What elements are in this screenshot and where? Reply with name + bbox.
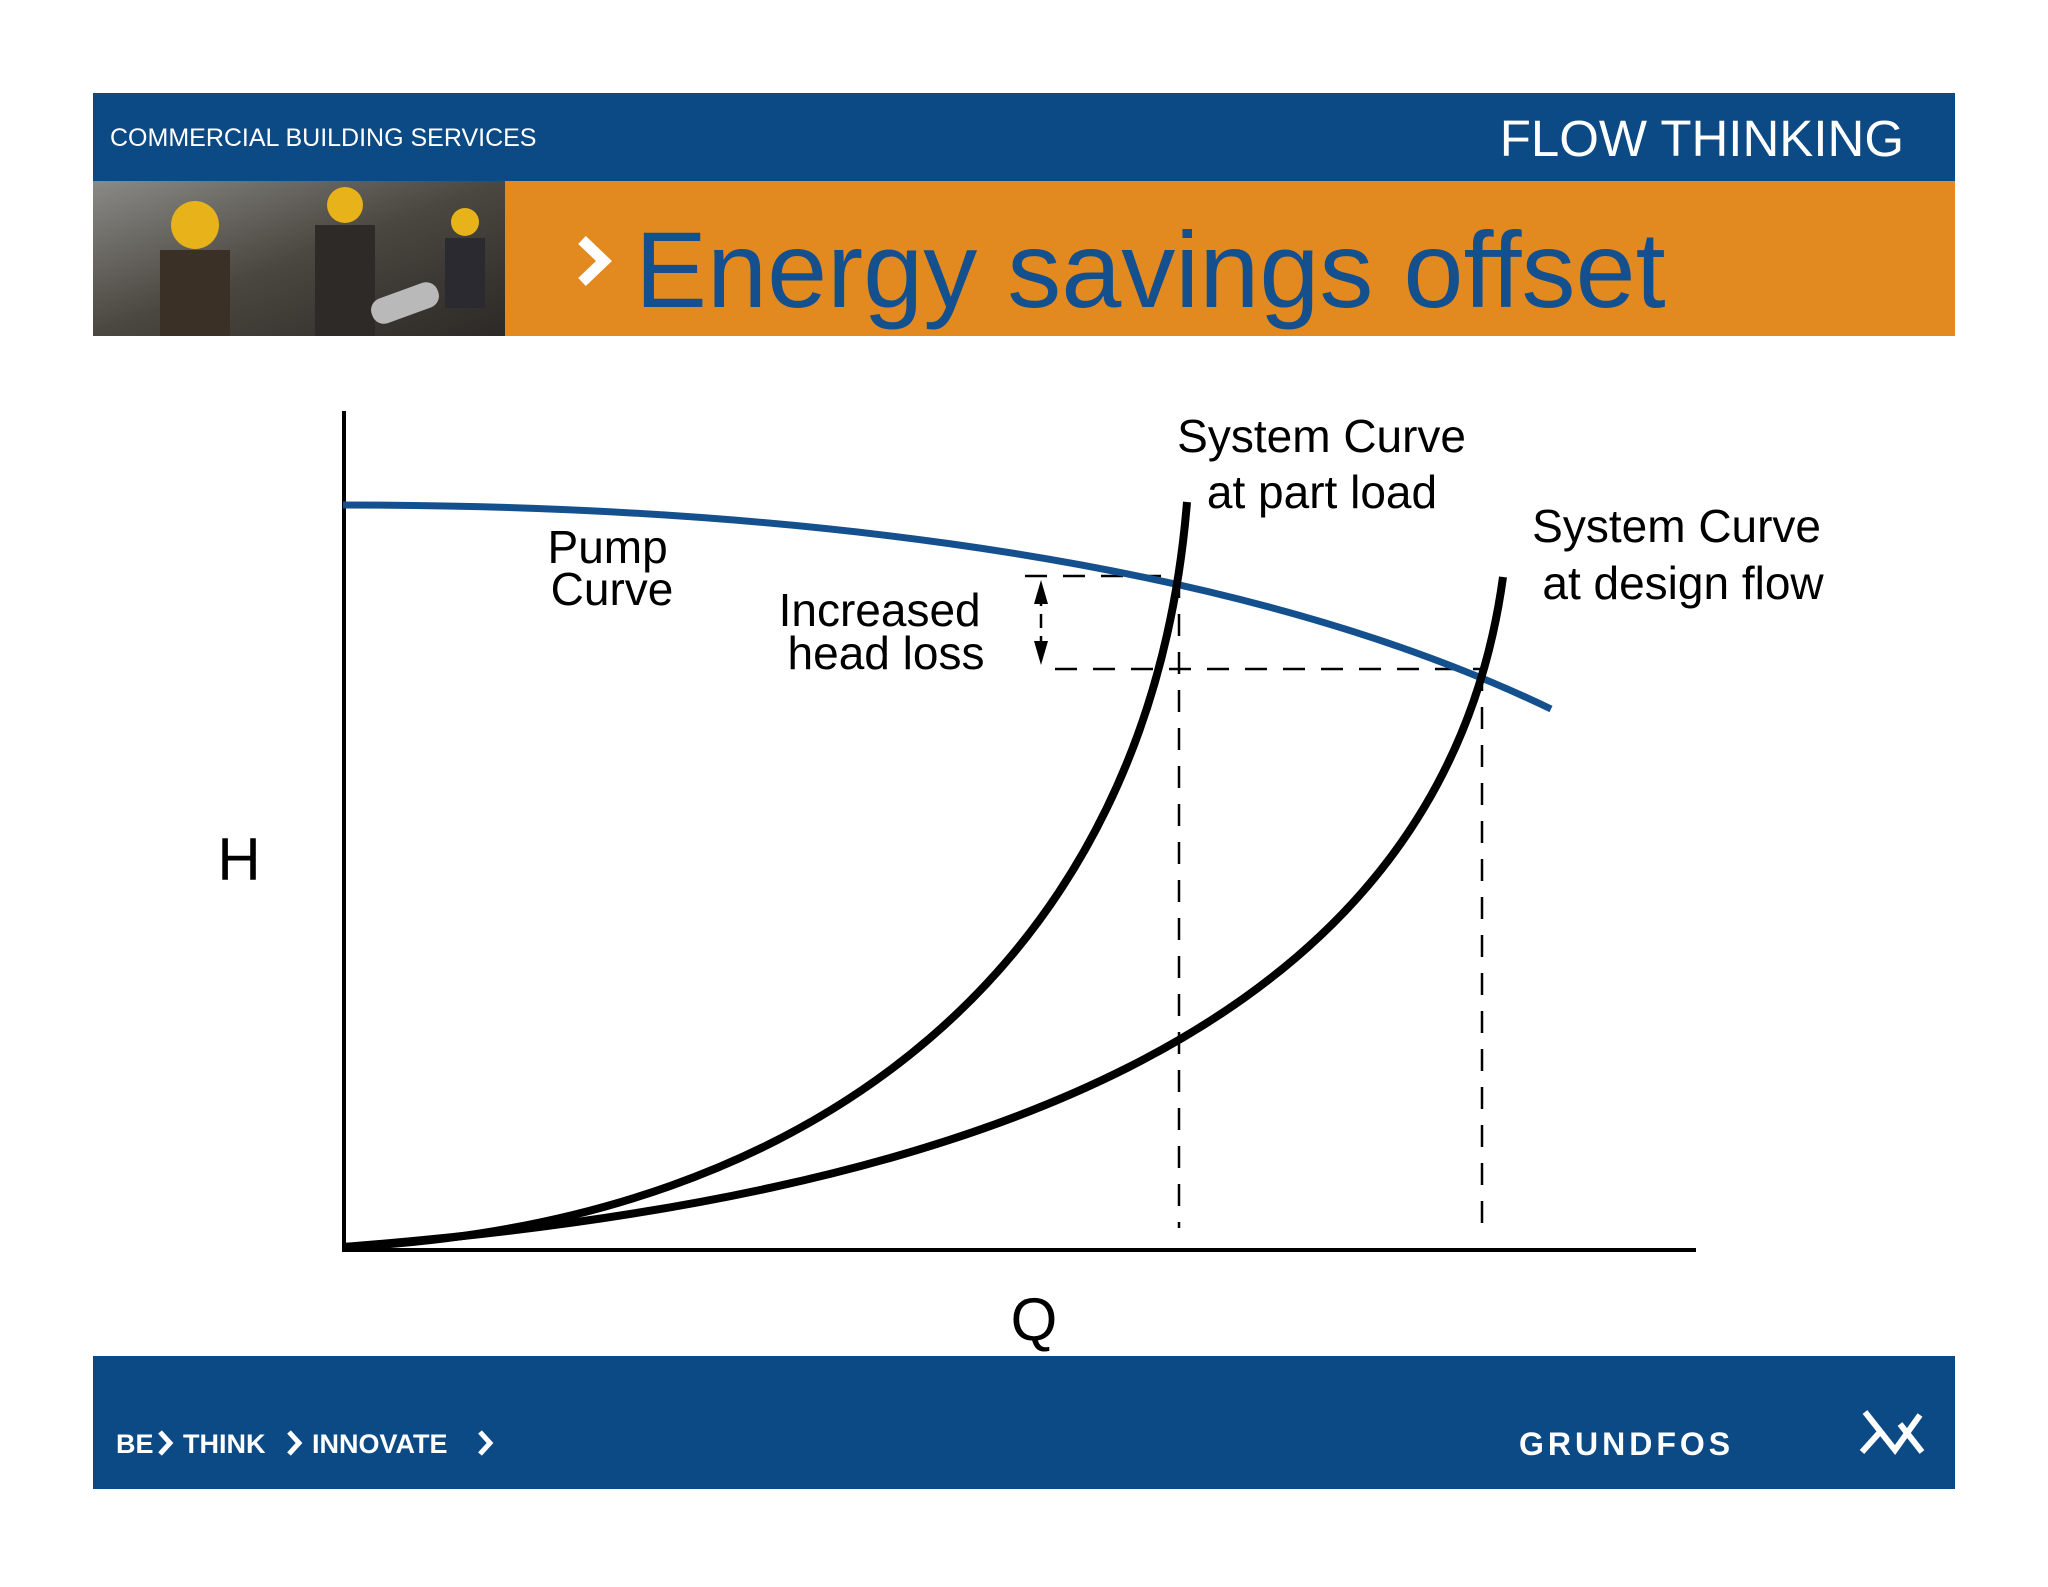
- title-chevron: [578, 236, 612, 286]
- label-line: System Curve: [1532, 500, 1821, 552]
- pump-curve-label: Pump Curve: [548, 521, 681, 615]
- label-line: head loss: [788, 627, 985, 679]
- y-axis-label: H: [217, 826, 260, 893]
- slogan: BE THINK INNOVATE: [116, 1429, 494, 1459]
- slogan-word: INNOVATE: [312, 1429, 448, 1459]
- label-line: Increased: [779, 584, 981, 636]
- header-band: [93, 93, 1955, 181]
- label-line: System Curve: [1177, 410, 1466, 462]
- system-curve-design-flow: [342, 576, 1507, 1251]
- label-line: at part load: [1207, 466, 1437, 518]
- pump-curve: [342, 501, 1553, 713]
- label-line: Pump: [548, 521, 668, 573]
- logo: GRUNDFOS: [1519, 1426, 1734, 1462]
- head-loss-arrow: [1034, 580, 1048, 665]
- footer-band: [93, 1356, 1955, 1489]
- system-curve-part-load: [342, 501, 1191, 1251]
- slide-title: Energy savings offset: [635, 209, 1666, 330]
- header-photo: [93, 181, 505, 336]
- slogan-word: BE: [116, 1429, 154, 1459]
- tagline: FLOW THINKING: [1500, 110, 1904, 167]
- slogan-word: THINK: [183, 1429, 266, 1459]
- logo-mark: [1859, 1410, 1925, 1455]
- part-load-label: System Curve at part load: [1177, 410, 1479, 518]
- guides: [1025, 574, 1484, 1228]
- label-line: Curve: [551, 563, 674, 615]
- label-line: at design flow: [1542, 557, 1824, 609]
- section-name: COMMERCIAL BUILDING SERVICES: [110, 124, 536, 152]
- diagram: H Q Pump Curve Increased head loss Syste…: [217, 410, 1834, 1353]
- design-flow-label: System Curve at design flow: [1532, 500, 1834, 609]
- x-axis-label: Q: [1011, 1286, 1058, 1353]
- head-loss-label: Increased head loss: [779, 584, 994, 679]
